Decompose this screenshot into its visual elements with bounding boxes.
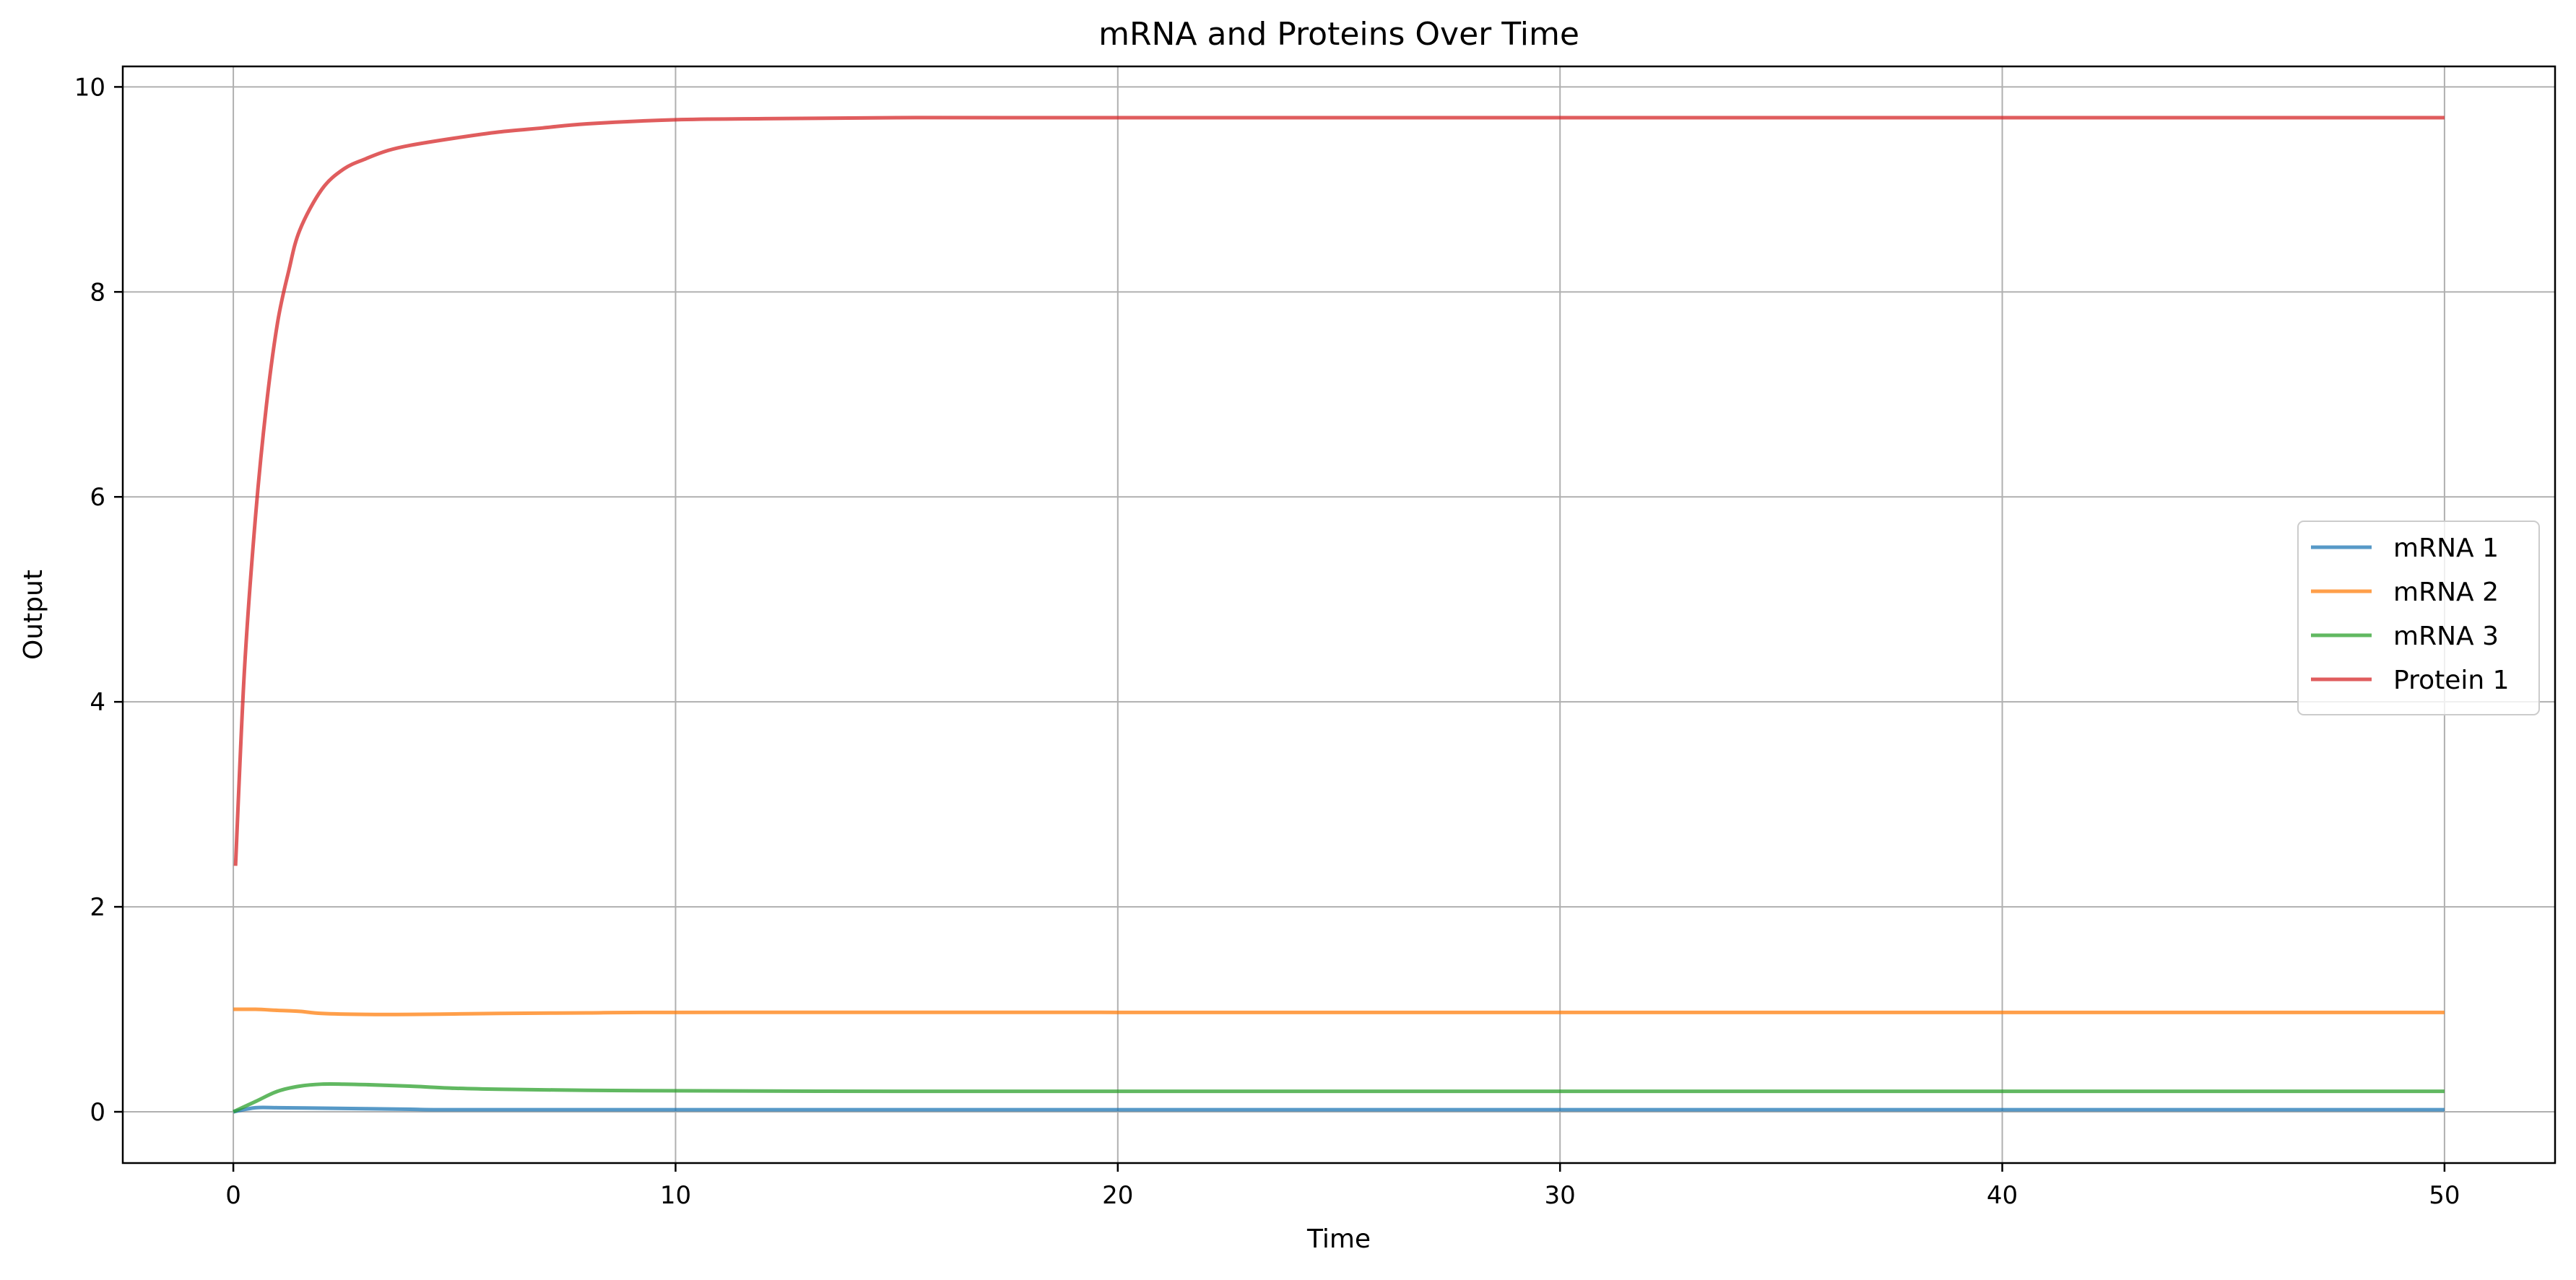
legend-label: mRNA 1 <box>2393 534 2499 563</box>
legend: mRNA 1 mRNA 2 mRNA 3 Protein 1 <box>2297 521 2540 715</box>
axis-ticks: 0 10 20 30 40 50 0 2 4 6 8 10 <box>74 73 2460 1210</box>
series-line-4 <box>233 116 2445 866</box>
x-tick-label: 50 <box>2429 1181 2460 1210</box>
x-tick-label: 30 <box>1545 1181 1576 1210</box>
y-tick-label: 10 <box>74 73 105 102</box>
chart-title: mRNA and Proteins Over Time <box>1098 16 1579 53</box>
y-tick-label: 4 <box>90 688 105 717</box>
plot-area-frame <box>121 65 2557 1164</box>
x-axis-label: Time <box>1306 1224 1371 1254</box>
grid-lines <box>123 66 2555 1163</box>
series-line-2 <box>233 1007 2445 1016</box>
y-axis-label: Output <box>19 570 48 660</box>
legend-label: Protein 1 <box>2393 666 2510 695</box>
series-lines <box>233 116 2445 1114</box>
y-tick-label: 0 <box>90 1098 105 1127</box>
legend-box <box>2297 521 2540 715</box>
y-tick-label: 2 <box>90 893 105 922</box>
x-tick-label: 0 <box>225 1181 241 1210</box>
x-tick-label: 10 <box>660 1181 691 1210</box>
legend-label: mRNA 2 <box>2393 578 2499 607</box>
series-line-1 <box>233 1105 2445 1114</box>
y-tick-label: 6 <box>90 483 105 512</box>
legend-label: mRNA 3 <box>2393 622 2499 651</box>
x-tick-label: 40 <box>1987 1181 2018 1210</box>
y-tick-label: 8 <box>90 278 105 307</box>
series-line-3 <box>233 1081 2445 1114</box>
x-tick-label: 20 <box>1102 1181 1133 1210</box>
